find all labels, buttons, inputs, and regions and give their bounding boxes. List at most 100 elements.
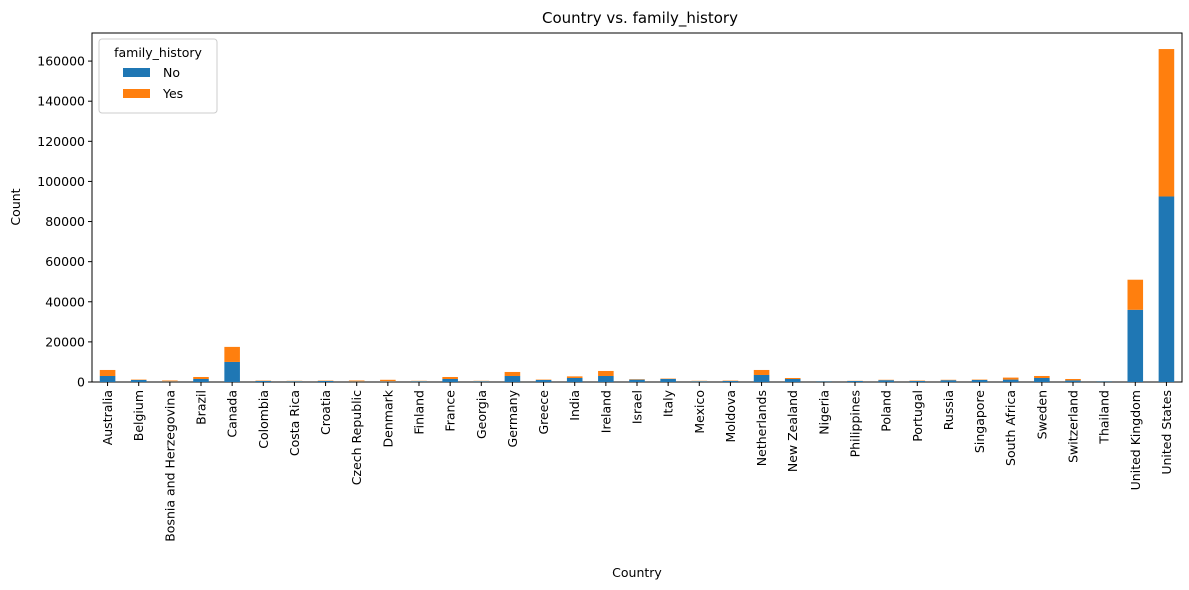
x-tick-label-nigeria: Nigeria	[816, 390, 831, 435]
x-tick-label-mexico: Mexico	[692, 390, 707, 434]
x-tick-label-portugal: Portugal	[910, 390, 925, 442]
x-tick-label-poland: Poland	[879, 390, 894, 432]
bar-yes-denmark	[380, 379, 396, 382]
bar-no-greece	[535, 379, 552, 382]
plot-area: 0 20000 40000 60000 80000 100000 120000 140000 1…	[37, 32, 1183, 542]
plot-frame	[91, 32, 1183, 383]
bar-yes-brazil	[193, 376, 209, 379]
x-tick-label-canada: Canada	[225, 390, 240, 438]
x-tick-label-new-zealand: New Zealand	[785, 390, 800, 472]
x-tick-label-australia: Australia	[100, 390, 115, 445]
legend-title: family_history	[114, 45, 202, 60]
y-axis-ticks: 0 20000 40000 60000 80000 100000 120000 140000 1…	[37, 54, 92, 390]
bar-no-czech-republic	[348, 381, 365, 382]
x-tick-label-croatia: Croatia	[318, 390, 333, 435]
y-tick-label: 140000	[37, 94, 85, 109]
bar-no-philippines	[847, 381, 863, 382]
x-tick-label-germany: Germany	[505, 389, 520, 447]
bar-no-new-zealand	[784, 378, 801, 382]
bar-no-mexico	[691, 381, 708, 382]
bar-no-australia	[99, 375, 116, 382]
bar-no-denmark	[380, 381, 396, 382]
bar-yes-germany	[504, 371, 521, 376]
x-tick-label-israel: Israel	[630, 390, 645, 424]
bar-no-united-states	[1158, 196, 1175, 382]
bar-no-nigeria	[816, 381, 832, 382]
x-tick-label-czech-republic: Czech Republic	[349, 390, 364, 485]
bar-no-colombia	[255, 381, 272, 382]
x-tick-label-ireland: Ireland	[598, 390, 613, 433]
bars	[99, 49, 1175, 382]
x-tick-label-united-states: United States	[1159, 390, 1174, 475]
y-tick-label: 20000	[45, 334, 85, 349]
x-axis-ticks: Australia Belgium Bosnia and Herzegovina Br…	[100, 382, 1174, 542]
legend: family_history No Yes	[98, 38, 218, 114]
x-tick-label-bosnia-and-herzegovina: Bosnia and Herzegovina	[162, 390, 177, 542]
x-tick-label-singapore: Singapore	[972, 390, 987, 453]
bar-no-united-kingdom	[1127, 309, 1144, 382]
y-tick-label: 80000	[45, 214, 85, 229]
bar-yes-czech-republic	[348, 380, 365, 382]
legend-swatch-no	[123, 68, 150, 77]
x-tick-label-switzerland: Switzerland	[1066, 390, 1081, 463]
bar-no-italy	[660, 378, 676, 382]
legend-swatch-yes	[123, 89, 150, 98]
bar-no-switzerland	[1065, 380, 1081, 382]
bar-yes-united-kingdom	[1127, 279, 1144, 310]
x-tick-label-moldova: Moldova	[723, 390, 738, 443]
bar-no-croatia	[317, 381, 334, 382]
y-tick-label: 60000	[45, 254, 85, 269]
bar-yes-india	[566, 376, 583, 378]
bar-no-georgia	[473, 381, 490, 382]
bar-yes-netherlands	[753, 369, 770, 375]
x-tick-label-costa-rica: Costa Rica	[287, 390, 302, 456]
x-tick-label-greece: Greece	[536, 390, 551, 435]
bar-no-portugal	[909, 381, 926, 382]
bar-yes-bosnia-and-herzegovina	[162, 380, 178, 382]
bar-no-russia	[940, 380, 957, 382]
bar-no-belgium	[130, 379, 147, 382]
chart-title: Country vs. family_history	[542, 9, 738, 28]
bar-yes-new-zealand	[784, 377, 801, 379]
y-tick-label: 160000	[37, 54, 85, 69]
bar-no-thailand	[1096, 381, 1112, 382]
bar-no-sweden	[1034, 377, 1050, 382]
x-tick-label-united-kingdom: United Kingdom	[1128, 390, 1143, 490]
bar-no-ireland	[598, 375, 614, 382]
bar-no-france	[442, 378, 458, 382]
x-tick-label-thailand: Thailand	[1097, 390, 1112, 445]
x-tick-label-india: India	[567, 390, 582, 421]
bar-yes-australia	[99, 369, 116, 376]
bar-no-netherlands	[753, 374, 770, 382]
bar-no-costa-rica	[286, 381, 303, 382]
bar-no-south-africa	[1002, 379, 1019, 382]
x-tick-label-russia: Russia	[941, 390, 956, 430]
bar-no-canada	[224, 361, 240, 382]
bar-no-brazil	[193, 378, 209, 382]
x-tick-label-south-africa: South Africa	[1003, 390, 1018, 466]
bar-no-germany	[504, 375, 521, 382]
bar-no-moldova	[722, 381, 739, 382]
y-axis-title: Count	[8, 188, 23, 225]
bar-no-finland	[411, 381, 427, 382]
x-tick-label-philippines: Philippines	[848, 390, 863, 457]
x-tick-label-sweden: Sweden	[1034, 390, 1049, 439]
x-tick-label-georgia: Georgia	[474, 390, 489, 439]
x-tick-label-france: France	[443, 390, 458, 432]
x-axis-title: Country	[612, 565, 662, 580]
bar-no-israel	[629, 379, 645, 382]
bar-yes-canada	[224, 346, 240, 362]
bar-no-india	[566, 377, 583, 382]
x-tick-label-colombia: Colombia	[256, 390, 271, 449]
y-tick-label: 100000	[37, 174, 85, 189]
y-tick-label: 120000	[37, 134, 85, 149]
bar-yes-ireland	[598, 370, 614, 376]
bar-yes-united-states	[1158, 49, 1175, 197]
bar-yes-switzerland	[1065, 378, 1081, 381]
bar-yes-france	[442, 376, 458, 379]
x-tick-label-denmark: Denmark	[380, 389, 395, 447]
bar-yes-south-africa	[1002, 377, 1019, 380]
y-tick-label: 0	[77, 375, 85, 390]
legend-label-no: No	[163, 65, 180, 80]
